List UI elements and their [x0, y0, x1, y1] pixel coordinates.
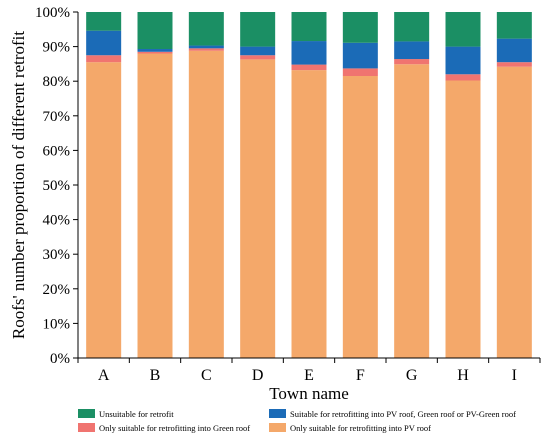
bar-segment-g-series-0 — [394, 64, 430, 358]
bar-segment-h-series-1 — [445, 74, 481, 81]
bar-segment-b-series-1 — [137, 51, 173, 54]
x-tick-label: C — [201, 367, 212, 384]
x-tick-label: E — [304, 367, 314, 384]
legend-item: Unsuitable for retrofit — [78, 409, 174, 419]
x-tick-label: H — [457, 367, 469, 384]
bar-segment-e-series-1 — [291, 64, 327, 71]
bar-segment-c-series-2 — [188, 45, 224, 49]
bar-segment-i-series-2 — [496, 38, 532, 63]
bar-segment-e-series-2 — [291, 41, 327, 65]
bar-segment-h-series-2 — [445, 46, 481, 75]
bar-segment-h-series-0 — [445, 80, 481, 359]
x-tick-label: D — [252, 367, 264, 384]
y-tick-label: 20% — [43, 282, 71, 298]
bar-segment-a-series-0 — [86, 62, 122, 359]
bar-segment-f-series-1 — [342, 68, 378, 77]
legend-item: Suitable for retrofitting into PV roof, … — [269, 409, 516, 419]
x-ticks: A B C D E F G H I — [77, 358, 541, 384]
legend-swatch — [269, 423, 286, 432]
bar-segment-g-series-3 — [394, 12, 430, 42]
y-tick-label: 60% — [43, 143, 71, 159]
y-axis-title: Roofs' number proportion of different re… — [9, 31, 28, 339]
y-tick-label: 40% — [43, 213, 71, 229]
legend-label: Only suitable for retrofitting into Gree… — [99, 423, 250, 433]
legend-swatch — [269, 409, 286, 418]
legend: Unsuitable for retrofit Suitable for retr… — [78, 409, 516, 433]
legend-label: Unsuitable for retrofit — [99, 409, 174, 419]
x-tick-label: F — [356, 367, 365, 384]
bar-segment-i-series-0 — [496, 66, 532, 358]
bar-segment-e-series-0 — [291, 70, 327, 359]
legend-swatch — [78, 423, 95, 432]
legend-label: Only suitable for retrofitting into PV r… — [290, 423, 431, 433]
legend-label: Suitable for retrofitting into PV roof, … — [290, 409, 516, 419]
y-tick-label: 10% — [43, 316, 71, 332]
bar-segment-i-series-3 — [496, 12, 532, 39]
bar-segment-f-series-2 — [342, 42, 378, 69]
y-tick-label: 30% — [43, 247, 71, 263]
bar-segment-a-series-2 — [86, 30, 122, 56]
bar-segment-d-series-0 — [240, 59, 276, 358]
bar-segment-c-series-3 — [188, 12, 224, 46]
bar-segment-a-series-3 — [86, 12, 122, 31]
x-tick-label: B — [150, 367, 161, 384]
bar-segment-b-series-2 — [137, 49, 173, 52]
y-tick-label: 50% — [43, 178, 71, 194]
bar-segment-g-series-1 — [394, 59, 430, 65]
y-tick-label: 80% — [43, 74, 71, 90]
bar-segment-a-series-1 — [86, 55, 122, 63]
legend-item: Only suitable for retrofitting into Gree… — [78, 423, 250, 433]
x-tick-label: I — [512, 367, 517, 384]
x-axis-title: Town name — [269, 384, 349, 403]
legend-swatch — [78, 409, 95, 418]
bar-segment-e-series-3 — [291, 12, 327, 42]
bar-segment-i-series-1 — [496, 62, 532, 67]
bar-segment-b-series-0 — [137, 53, 173, 359]
bar-segment-f-series-3 — [342, 12, 378, 43]
y-tick-label: 90% — [43, 40, 71, 56]
y-tick-label: 0% — [50, 351, 70, 367]
bar-segment-g-series-2 — [394, 41, 430, 60]
y-ticks: 0% 10% 20% 30% 40% 50% 60% 70% 80% 90% 100% — [35, 5, 78, 367]
bar-segment-d-series-3 — [240, 12, 276, 47]
bar-segment-f-series-0 — [342, 76, 378, 358]
bar-segment-h-series-3 — [445, 12, 481, 47]
x-tick-label: A — [98, 367, 110, 384]
bar-segment-d-series-2 — [240, 46, 276, 56]
bar-segment-d-series-1 — [240, 55, 276, 60]
x-tick-label: G — [406, 367, 418, 384]
y-tick-label: 70% — [43, 109, 71, 125]
bars-layer — [86, 12, 532, 359]
bar-segment-c-series-0 — [188, 50, 224, 358]
legend-item: Only suitable for retrofitting into PV r… — [269, 423, 431, 433]
bar-segment-c-series-1 — [188, 48, 224, 51]
y-tick-label: 100% — [35, 5, 70, 21]
bar-segment-b-series-3 — [137, 12, 173, 50]
